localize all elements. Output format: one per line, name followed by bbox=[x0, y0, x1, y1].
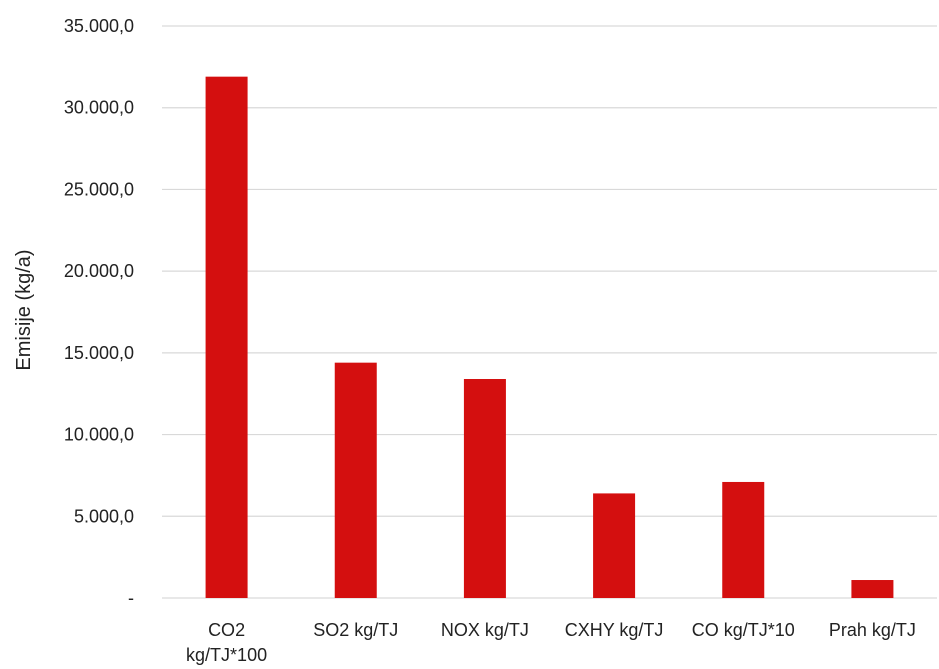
x-category-label: CXHY kg/TJ bbox=[565, 620, 664, 640]
y-tick-label: 5.000,0 bbox=[74, 506, 134, 526]
y-tick-label: 25.000,0 bbox=[64, 179, 134, 199]
x-category-label: kg/TJ*100 bbox=[186, 645, 267, 665]
y-tick-label: 20.000,0 bbox=[64, 261, 134, 281]
bar bbox=[593, 493, 636, 598]
y-axis-label: Emisije (kg/a) bbox=[13, 249, 35, 370]
bar bbox=[722, 481, 765, 598]
y-tick-label: 10.000,0 bbox=[64, 425, 134, 445]
x-category-label: CO2 bbox=[208, 620, 245, 640]
bar bbox=[851, 580, 894, 598]
bars bbox=[205, 76, 894, 599]
x-category-label: Prah kg/TJ bbox=[829, 620, 916, 640]
x-axis-categories: CO2 kg/TJ*100 SO2 kg/TJ NOX kg/TJ CXHY kg/TJ… bbox=[186, 620, 916, 665]
y-tick-label: 35.000,0 bbox=[64, 16, 134, 36]
y-tick-label: 30.000,0 bbox=[64, 98, 134, 118]
x-category-label: CO kg/TJ*10 bbox=[692, 620, 795, 640]
y-tick-label: - bbox=[128, 588, 134, 608]
bar bbox=[463, 379, 506, 598]
bar bbox=[205, 76, 248, 599]
x-category-label: SO2 kg/TJ bbox=[313, 620, 398, 640]
bar bbox=[334, 362, 377, 598]
y-axis-ticks: - 5.000,0 10.000,0 15.000,0 20.000,0 25.000,0… bbox=[64, 16, 134, 608]
y-tick-label: 15.000,0 bbox=[64, 343, 134, 363]
gridlines bbox=[162, 25, 937, 599]
x-category-label: NOX kg/TJ bbox=[441, 620, 529, 640]
